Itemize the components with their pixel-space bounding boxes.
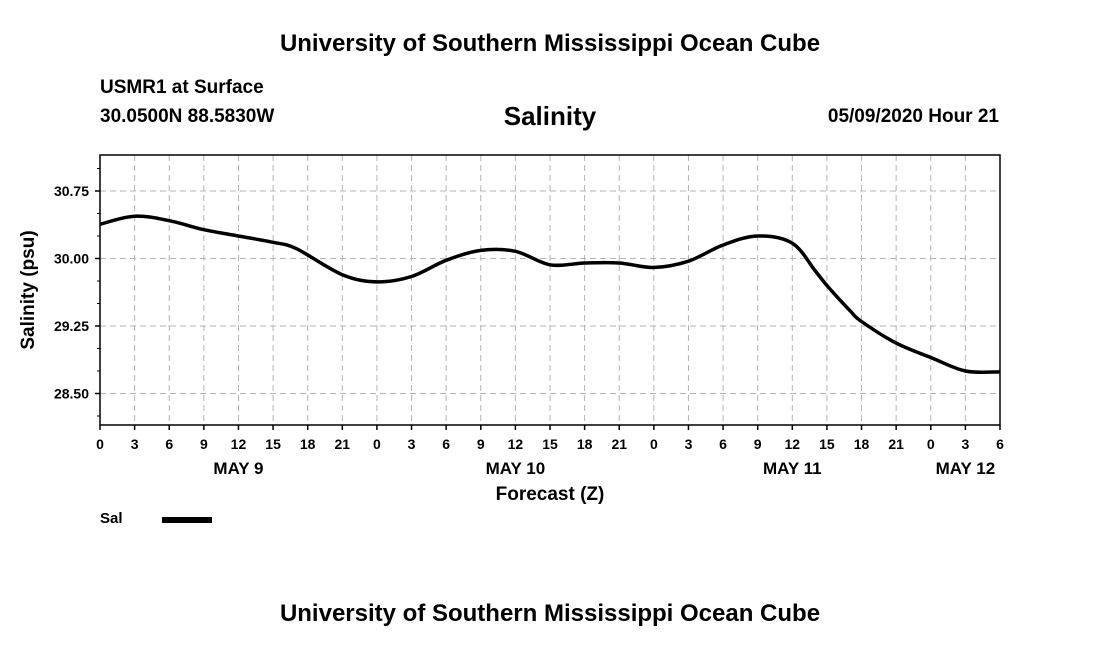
plot-frame	[99, 154, 1001, 426]
x-tick-label: 3	[131, 436, 139, 452]
x-tick-label: 6	[165, 436, 173, 452]
page-header-title: University of Southern Mississippi Ocean…	[279, 30, 821, 57]
x-tick-label: 3	[961, 436, 969, 452]
y-tick-label: 30.75	[54, 183, 89, 199]
x-tick-label: 0	[96, 436, 104, 452]
chart-ticks	[95, 168, 1001, 430]
x-tick-label: 0	[373, 436, 381, 452]
y-tick-label: 29.25	[54, 318, 89, 334]
x-tick-label: 0	[927, 436, 935, 452]
x-day-label: MAY 11	[763, 459, 822, 478]
x-tick-label: 12	[508, 436, 524, 452]
x-tick-label: 6	[442, 436, 450, 452]
x-tick-label: 15	[542, 436, 558, 452]
x-tick-label: 21	[888, 436, 904, 452]
x-tick-label: 12	[231, 436, 247, 452]
legend-swatch-sal	[162, 517, 212, 523]
y-tick-label: 28.50	[54, 386, 89, 402]
x-tick-label: 15	[265, 436, 281, 452]
x-tick-label: 12	[785, 436, 801, 452]
x-day-label: MAY 10	[486, 459, 546, 478]
x-tick-label: 3	[408, 436, 416, 452]
x-tick-label: 21	[611, 436, 627, 452]
station-label: USMR1 at Surface	[100, 77, 264, 98]
page-footer-title: University of Southern Mississippi Ocean…	[279, 600, 821, 627]
x-tick-label: 9	[754, 436, 762, 452]
x-tick-label: 18	[854, 436, 870, 452]
x-axis-label: Forecast (Z)	[496, 484, 605, 505]
legend-label-sal: Sal	[100, 510, 123, 527]
x-tick-label: 18	[300, 436, 316, 452]
x-tick-label: 18	[577, 436, 593, 452]
chart-title: Salinity	[503, 101, 597, 131]
x-tick-label: 9	[477, 436, 485, 452]
x-tick-label: 0	[650, 436, 658, 452]
series-line-sal	[100, 214, 1000, 375]
y-tick-label: 30.00	[54, 251, 89, 267]
x-tick-label: 15	[819, 436, 835, 452]
coordinates-label: 30.0500N 88.5830W	[100, 106, 275, 127]
x-tick-label: 6	[996, 436, 1004, 452]
x-tick-label: 3	[685, 436, 693, 452]
chart-grid	[100, 155, 1000, 425]
y-axis-label: Salinity (psu)	[18, 230, 39, 349]
chart-labels: 28.50 29.25 30.00 30.75 0 3 6 9 12 15 18 21 0 3 6 9 12 15…	[54, 183, 1004, 478]
x-day-label: MAY 12	[936, 459, 996, 478]
x-day-label: MAY 9	[213, 459, 263, 478]
x-tick-label: 6	[719, 436, 727, 452]
x-tick-label: 21	[335, 436, 351, 452]
timestamp-label: 05/09/2020 Hour 21	[827, 106, 999, 127]
x-tick-label: 9	[200, 436, 208, 452]
